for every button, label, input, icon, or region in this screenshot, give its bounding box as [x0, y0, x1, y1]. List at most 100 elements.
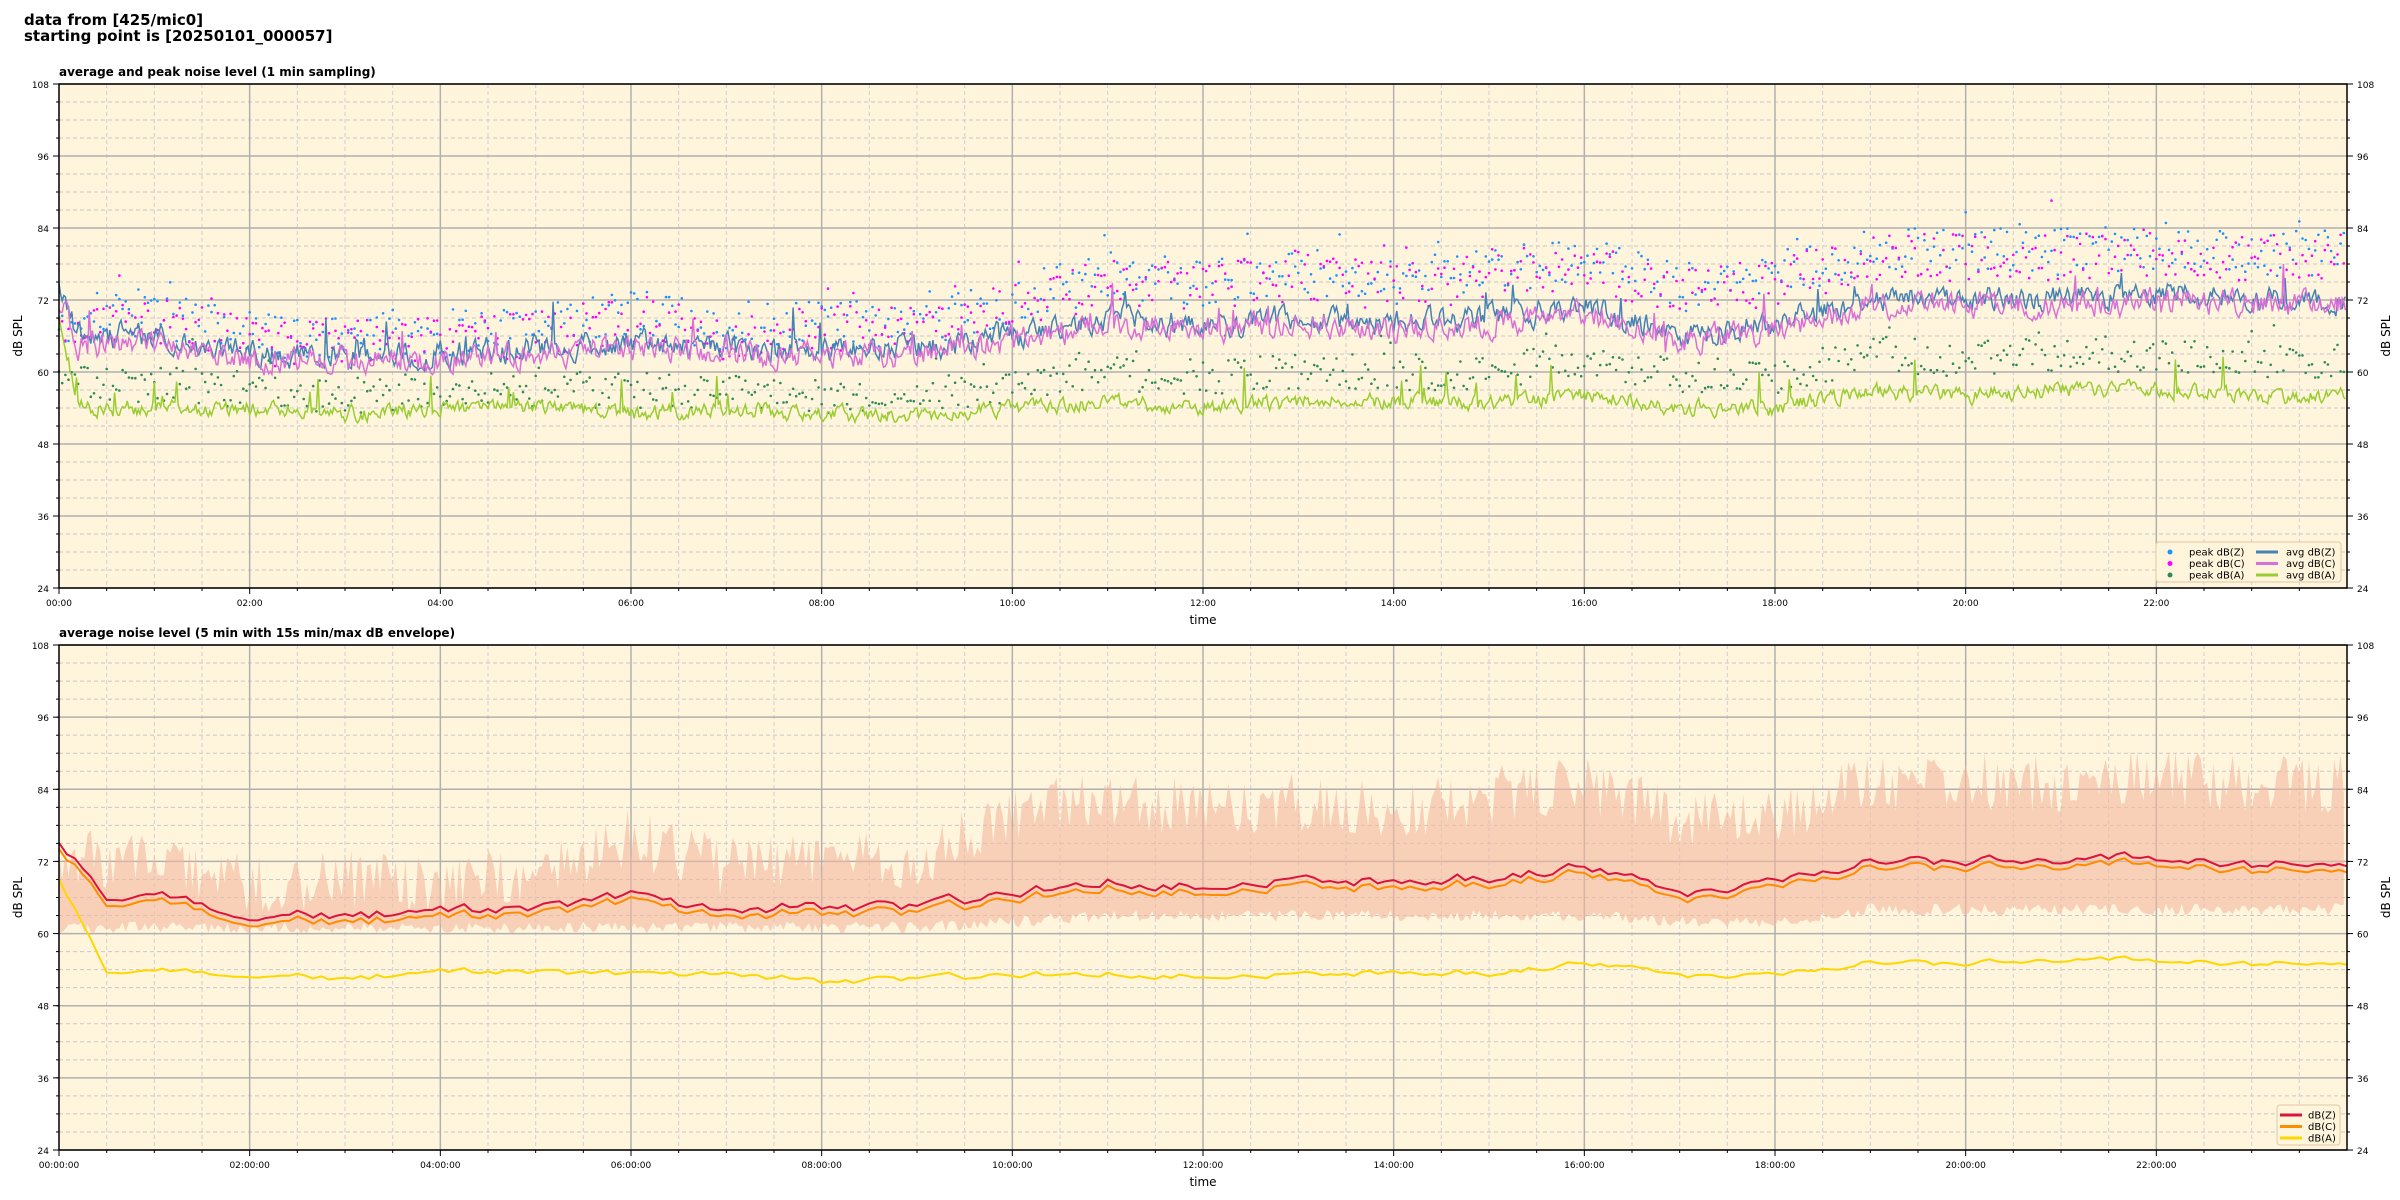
data-point — [1414, 275, 1418, 279]
data-point — [1605, 242, 1608, 245]
data-point — [2253, 262, 2257, 265]
data-point — [1077, 351, 1081, 355]
data-point — [2043, 250, 2047, 253]
data-point — [1271, 354, 1275, 358]
data-point — [1570, 282, 1573, 286]
data-point — [1802, 283, 1805, 287]
data-point — [1071, 269, 1074, 272]
data-point — [1583, 260, 1586, 264]
data-point — [2050, 369, 2053, 372]
data-point — [2126, 238, 2129, 242]
data-point — [337, 385, 340, 389]
data-point — [537, 329, 541, 333]
data-point — [1560, 278, 1564, 281]
data-point — [1624, 299, 1627, 302]
data-point — [168, 326, 172, 329]
data-point — [588, 326, 591, 330]
data-point — [1246, 232, 1249, 236]
y-tick-label-right: 48 — [2357, 1003, 2369, 1013]
data-point — [1665, 259, 1669, 263]
data-point — [2139, 368, 2142, 372]
data-point — [254, 317, 258, 320]
data-point — [1452, 276, 1456, 280]
data-point — [1169, 297, 1173, 300]
data-point — [1900, 265, 1904, 268]
data-point — [2167, 361, 2171, 365]
data-point — [2193, 340, 2196, 343]
series-line-db-c- — [58, 848, 2348, 928]
data-point — [922, 317, 925, 320]
data-point — [1497, 368, 1500, 371]
data-point — [1179, 271, 1183, 274]
data-point — [404, 323, 407, 327]
data-point — [1465, 255, 1469, 259]
data-point — [1875, 278, 1878, 281]
data-point — [1433, 273, 1437, 277]
data-point — [156, 299, 159, 303]
data-point — [1141, 299, 1144, 302]
data-point — [864, 396, 868, 400]
data-point — [1703, 386, 1707, 390]
data-point — [969, 383, 973, 386]
data-point — [1166, 260, 1170, 264]
data-point — [1484, 377, 1488, 381]
data-point — [852, 291, 855, 295]
data-point — [1115, 261, 1119, 264]
data-point — [2002, 261, 2006, 265]
data-point — [820, 305, 823, 308]
data-point — [1405, 379, 1408, 382]
data-point — [2094, 262, 2098, 266]
data-point — [721, 380, 725, 384]
data-point — [1815, 270, 1818, 273]
data-point — [2333, 256, 2336, 259]
data-point — [1808, 245, 1812, 248]
data-point — [1983, 256, 1986, 259]
data-point — [1239, 366, 1243, 369]
data-point — [725, 393, 728, 396]
data-point — [127, 311, 131, 315]
data-point — [1579, 261, 1583, 265]
data-point — [1557, 265, 1561, 269]
data-point — [2132, 227, 2136, 231]
data-point — [181, 317, 185, 320]
data-point — [2266, 239, 2269, 243]
data-point — [2342, 370, 2346, 374]
data-point — [1341, 273, 1345, 277]
data-point — [642, 324, 645, 328]
data-point — [524, 384, 528, 388]
data-point — [976, 398, 979, 402]
data-point — [1786, 247, 1789, 251]
data-point — [1077, 301, 1081, 305]
data-point — [2031, 362, 2034, 366]
data-point — [629, 383, 633, 387]
data-point — [1675, 266, 1678, 270]
data-point — [1386, 299, 1389, 303]
data-point — [1999, 358, 2002, 362]
data-point — [1490, 248, 1494, 251]
data-point — [1217, 264, 1221, 268]
data-point — [2097, 361, 2101, 364]
data-point — [2205, 261, 2209, 265]
data-point — [121, 303, 124, 307]
data-point — [222, 398, 226, 402]
data-point — [626, 328, 630, 332]
data-point — [1929, 274, 1932, 278]
data-point — [184, 327, 188, 331]
data-point — [467, 325, 471, 329]
data-point — [149, 299, 153, 302]
data-point — [2059, 227, 2063, 231]
data-point — [696, 388, 699, 392]
data-point — [439, 333, 442, 337]
data-point — [775, 401, 779, 405]
data-point — [521, 390, 525, 394]
data-point — [2072, 356, 2075, 359]
data-point — [601, 391, 604, 395]
data-point — [1138, 390, 1141, 394]
data-point — [1357, 294, 1360, 298]
data-point — [1312, 280, 1316, 284]
data-point — [1722, 386, 1726, 390]
data-point — [1789, 263, 1793, 266]
data-point — [1691, 266, 1694, 270]
data-point — [2053, 344, 2056, 348]
data-point — [1853, 276, 1856, 280]
